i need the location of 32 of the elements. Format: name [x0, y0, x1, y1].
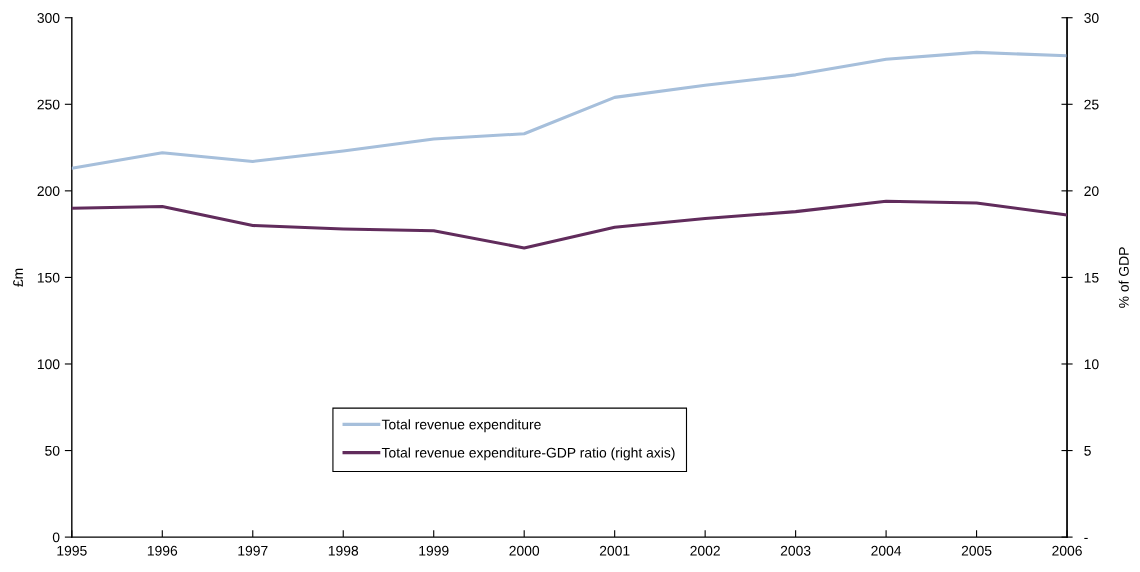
x-tick-label: 1998: [328, 545, 359, 556]
y-tick-label: 300: [37, 13, 60, 23]
x-tick-label: 2000: [509, 545, 540, 556]
x-tick-label: 2005: [961, 545, 992, 556]
x-tick-label: 2006: [1052, 545, 1082, 556]
y-tick-label: 50: [45, 445, 60, 456]
y-tick-label: 200: [37, 186, 60, 197]
x-tick-label: 1999: [419, 545, 449, 556]
y-tick-label: 150: [37, 272, 60, 283]
x-tick-label: 1996: [147, 545, 178, 556]
y-tick-label: 250: [37, 99, 60, 110]
y2-axis-title: % of GDP: [1118, 247, 1129, 308]
y2-tick-label: -: [1084, 537, 1088, 539]
y2-tick-label: 25: [1084, 99, 1099, 110]
y-tick-label: 100: [37, 359, 60, 370]
y2-tick-label: 10: [1084, 359, 1099, 370]
line-series: [71, 50, 1068, 170]
y2-tick-label: 30: [1084, 13, 1099, 23]
x-tick-label: 1995: [57, 545, 87, 556]
x-tick-label: 1997: [238, 545, 268, 556]
y2-tick-label: 20: [1084, 186, 1099, 197]
legend-label: Total revenue expenditure: [381, 419, 541, 433]
x-tick-label: 2004: [871, 545, 902, 556]
x-tick-label: 2002: [690, 545, 720, 556]
y-axis-title: £m: [13, 268, 23, 287]
y2-tick-label: 5: [1084, 446, 1091, 456]
y-tick-label: 0: [52, 532, 60, 543]
x-tick-label: 2003: [780, 545, 811, 556]
y2-tick-label: 15: [1084, 272, 1099, 283]
x-tick-label: 2001: [599, 545, 630, 556]
legend-label: Total revenue expenditure-GDP ratio (right axis): [381, 447, 675, 461]
line-series: [71, 199, 1068, 250]
